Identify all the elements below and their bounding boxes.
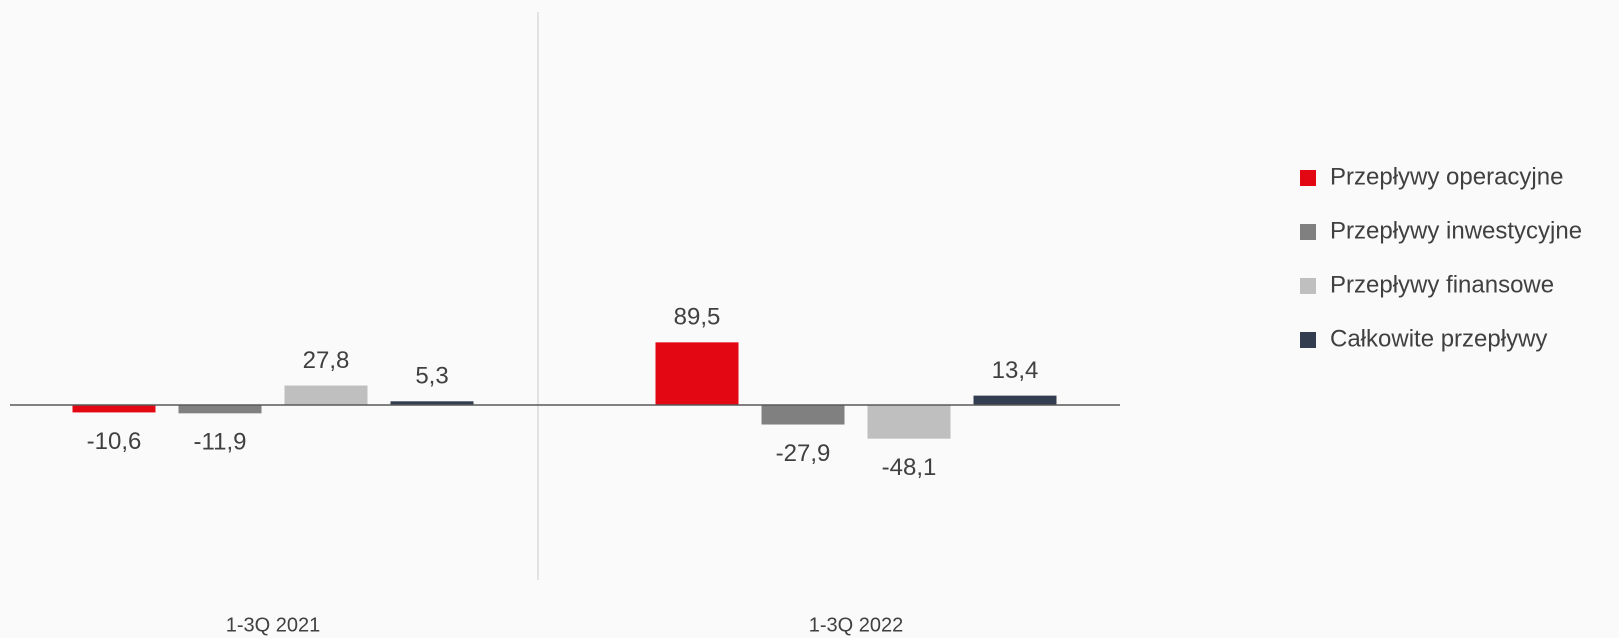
data-label: -48,1 [882,454,937,481]
data-label: 27,8 [303,347,350,374]
bar [284,385,368,405]
data-label: 13,4 [992,357,1039,384]
bar [761,405,845,425]
legend-label: Całkowite przepływy [1330,325,1547,352]
x-tick-label: 1-3Q 2021 [226,614,321,636]
legend-swatch [1300,224,1316,240]
legend-swatch [1300,332,1316,348]
bar [72,405,156,413]
bar [178,405,262,414]
bar [973,395,1057,405]
data-label: 5,3 [415,363,448,390]
legend-label: Przepływy finansowe [1330,271,1554,298]
legend-swatch [1300,170,1316,186]
bar [390,401,474,405]
data-label: -27,9 [776,440,831,467]
data-label: -10,6 [87,428,142,455]
legend-label: Przepływy operacyjne [1330,163,1563,190]
data-label: 89,5 [674,304,721,331]
bar [655,342,739,405]
legend-label: Przepływy inwestycyjne [1330,217,1582,244]
data-label: -11,9 [194,429,247,456]
bar [867,405,951,439]
x-tick-label: 1-3Q 2022 [809,614,904,636]
legend-swatch [1300,278,1316,294]
